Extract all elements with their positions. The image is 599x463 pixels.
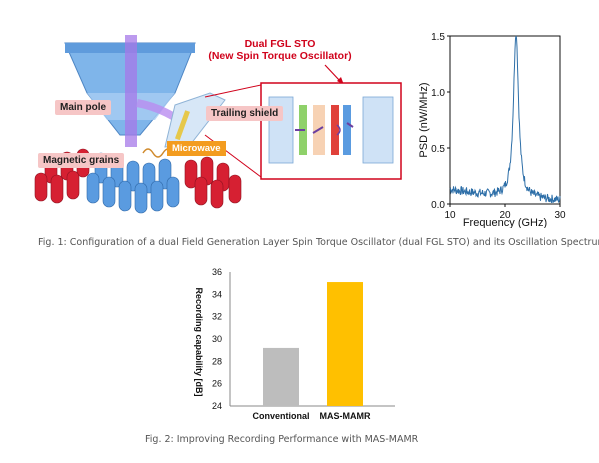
bar-y-tick-label: 30	[212, 334, 222, 344]
sto-layers-inset	[268, 96, 394, 164]
bar-category-label: MAS-MAMR	[320, 411, 371, 421]
microwave-label: Microwave	[167, 141, 226, 156]
figure1-caption: Fig. 1: Configuration of a dual Field Ge…	[38, 237, 599, 248]
bar-chart-svg: 24 26 28 30 32 34 36 Conventional MAS-MAMR Reco…	[194, 267, 395, 421]
bar-y-tick-label: 28	[212, 356, 222, 366]
sto-title: Dual FGL STO (New Spin Torque Oscillator…	[190, 38, 370, 62]
bar-y-tick-label: 32	[212, 312, 222, 322]
bar-y-tick-label: 36	[212, 267, 222, 277]
psd-plot-frame	[449, 35, 561, 205]
bar-y-tick-label: 24	[212, 401, 222, 411]
psd-chart-svg: 0.0 0.5 1.0 1.5 10 20 30 PSD (nW/MHz) Frequen…	[418, 32, 566, 229]
sto-title-line2: (New Spin Torque Oscillator)	[208, 50, 352, 62]
psd-y-tick-label: 1.0	[431, 88, 445, 99]
psd-x-tick-label: 10	[444, 210, 456, 221]
psd-chart: 0.0 0.5 1.0 1.5 10 20 30 PSD (nW/MHz) Frequen…	[405, 28, 585, 229]
bar-y-tick-label: 26	[212, 379, 222, 389]
main-pole-label: Main pole	[55, 100, 112, 115]
head-drawing	[34, 35, 402, 214]
bar-chart: 24 26 28 30 32 34 36 Conventional MAS-MAMR Reco…	[180, 262, 410, 432]
bar-mas-mamr	[327, 282, 363, 406]
psd-y-axis-label: PSD (nW/MHz)	[418, 82, 430, 157]
figure1-illustration	[25, 35, 405, 225]
psd-series-line	[449, 35, 561, 204]
sto-title-line1: Dual FGL STO	[244, 38, 316, 50]
bar-conventional	[263, 347, 299, 406]
figure2-caption: Fig. 2: Improving Recording Performance …	[145, 434, 419, 445]
psd-x-tick-label: 20	[499, 210, 511, 221]
psd-y-tick-label: 0.5	[431, 144, 445, 155]
psd-x-axis-label: Frequency (GHz)	[463, 217, 547, 228]
psd-y-tick-label: 0.0	[431, 200, 445, 211]
bar-y-axis-label: Recording capability [dB]	[194, 287, 204, 396]
psd-x-tick-label: 30	[554, 210, 566, 221]
psd-y-tick-label: 1.5	[431, 32, 445, 43]
bar-y-tick-label: 34	[212, 289, 222, 299]
magnetic-grains-label: Magnetic grains	[38, 153, 125, 168]
trailing-shield-label: Trailing shield	[206, 106, 284, 121]
bar-category-label: Conventional	[252, 411, 309, 421]
